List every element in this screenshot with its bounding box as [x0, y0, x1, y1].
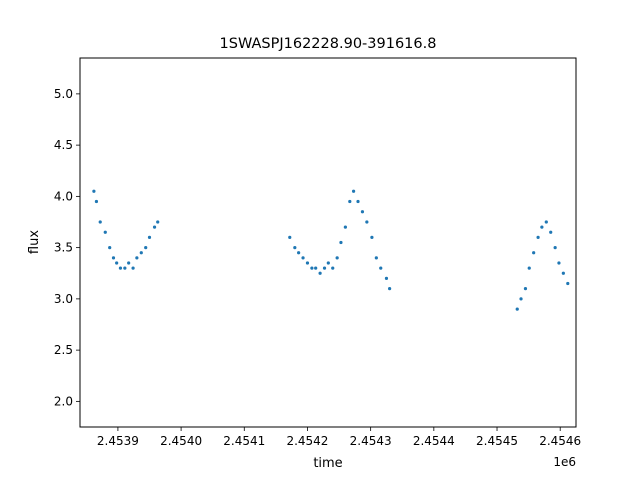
data-point [92, 189, 96, 193]
data-point [549, 230, 553, 234]
data-point [111, 256, 116, 260]
data-point [379, 266, 383, 270]
data-point [335, 256, 339, 260]
data-point [318, 271, 322, 275]
data-point [557, 261, 561, 265]
data-point [301, 256, 305, 260]
data-point [540, 225, 544, 229]
data-point [123, 266, 127, 270]
data-point [98, 220, 102, 224]
y-ticks: 2.0 2.5 3.0 3.5 4.0 4.5 5.0 [54, 87, 80, 408]
x-tick-label: 2.4546 [539, 434, 581, 448]
data-point [343, 225, 347, 229]
data-point [388, 287, 392, 291]
data-point [331, 266, 335, 270]
data-point [131, 266, 135, 270]
data-point [527, 266, 531, 270]
data-point [115, 261, 119, 265]
x-tick-label: 2.4541 [223, 434, 265, 448]
data-point [297, 251, 301, 255]
y-axis-label: flux [27, 230, 42, 254]
data-point [523, 287, 528, 291]
data-point [365, 220, 369, 224]
data-point [94, 199, 99, 204]
data-point [135, 256, 139, 260]
data-point [339, 240, 343, 245]
plot-frame [79, 57, 577, 428]
data-point [553, 246, 557, 250]
data-point [288, 235, 292, 239]
x-axis-label: time [313, 456, 342, 471]
data-point [360, 210, 365, 214]
data-point [147, 235, 152, 239]
data-point [532, 251, 536, 255]
data-point [293, 246, 297, 250]
data-point [536, 235, 540, 239]
data-point [370, 235, 374, 239]
y-tick-label: 3.5 [54, 241, 73, 255]
data-point [103, 230, 107, 234]
data-point [118, 266, 123, 270]
data-point [544, 220, 548, 224]
data-point [384, 276, 389, 280]
data-point [566, 281, 570, 286]
data-point [351, 189, 356, 193]
data-point [515, 307, 519, 311]
data-point [374, 256, 378, 260]
data-point [139, 251, 143, 255]
x-offset-label: 1e6 [553, 455, 576, 469]
x-tick-label: 2.4540 [160, 434, 202, 448]
y-tick-label: 3.0 [54, 292, 73, 306]
data-point [314, 266, 318, 270]
x-tick-label: 2.4543 [350, 434, 392, 448]
data-point [127, 261, 131, 265]
x-tick-label: 2.4539 [97, 434, 139, 448]
y-tick-label: 4.0 [54, 189, 73, 203]
x-tick-label: 2.4542 [286, 434, 328, 448]
y-tick-label: 5.0 [54, 87, 73, 101]
data-point [144, 246, 148, 250]
data-point [356, 199, 360, 204]
x-tick-label: 2.4544 [413, 434, 455, 448]
chart-title: 1SWASPJ162228.90-391616.8 [220, 36, 437, 52]
data-point [305, 261, 310, 265]
data-point [310, 266, 314, 270]
x-tick-label: 2.4545 [476, 434, 518, 448]
data-point [108, 246, 112, 250]
x-ticks: 2.4539 2.4540 2.4541 2.4542 2.4543 2.4544 2.45… [97, 427, 581, 448]
scatter-points [92, 189, 570, 311]
y-tick-label: 2.0 [54, 394, 73, 408]
y-tick-label: 4.5 [54, 138, 73, 152]
data-point [519, 297, 523, 301]
data-point [348, 199, 352, 204]
data-point [322, 266, 327, 270]
data-point [561, 271, 565, 275]
data-point [152, 225, 157, 229]
data-point [326, 261, 330, 265]
y-tick-label: 2.5 [54, 343, 73, 357]
data-point [156, 220, 160, 224]
